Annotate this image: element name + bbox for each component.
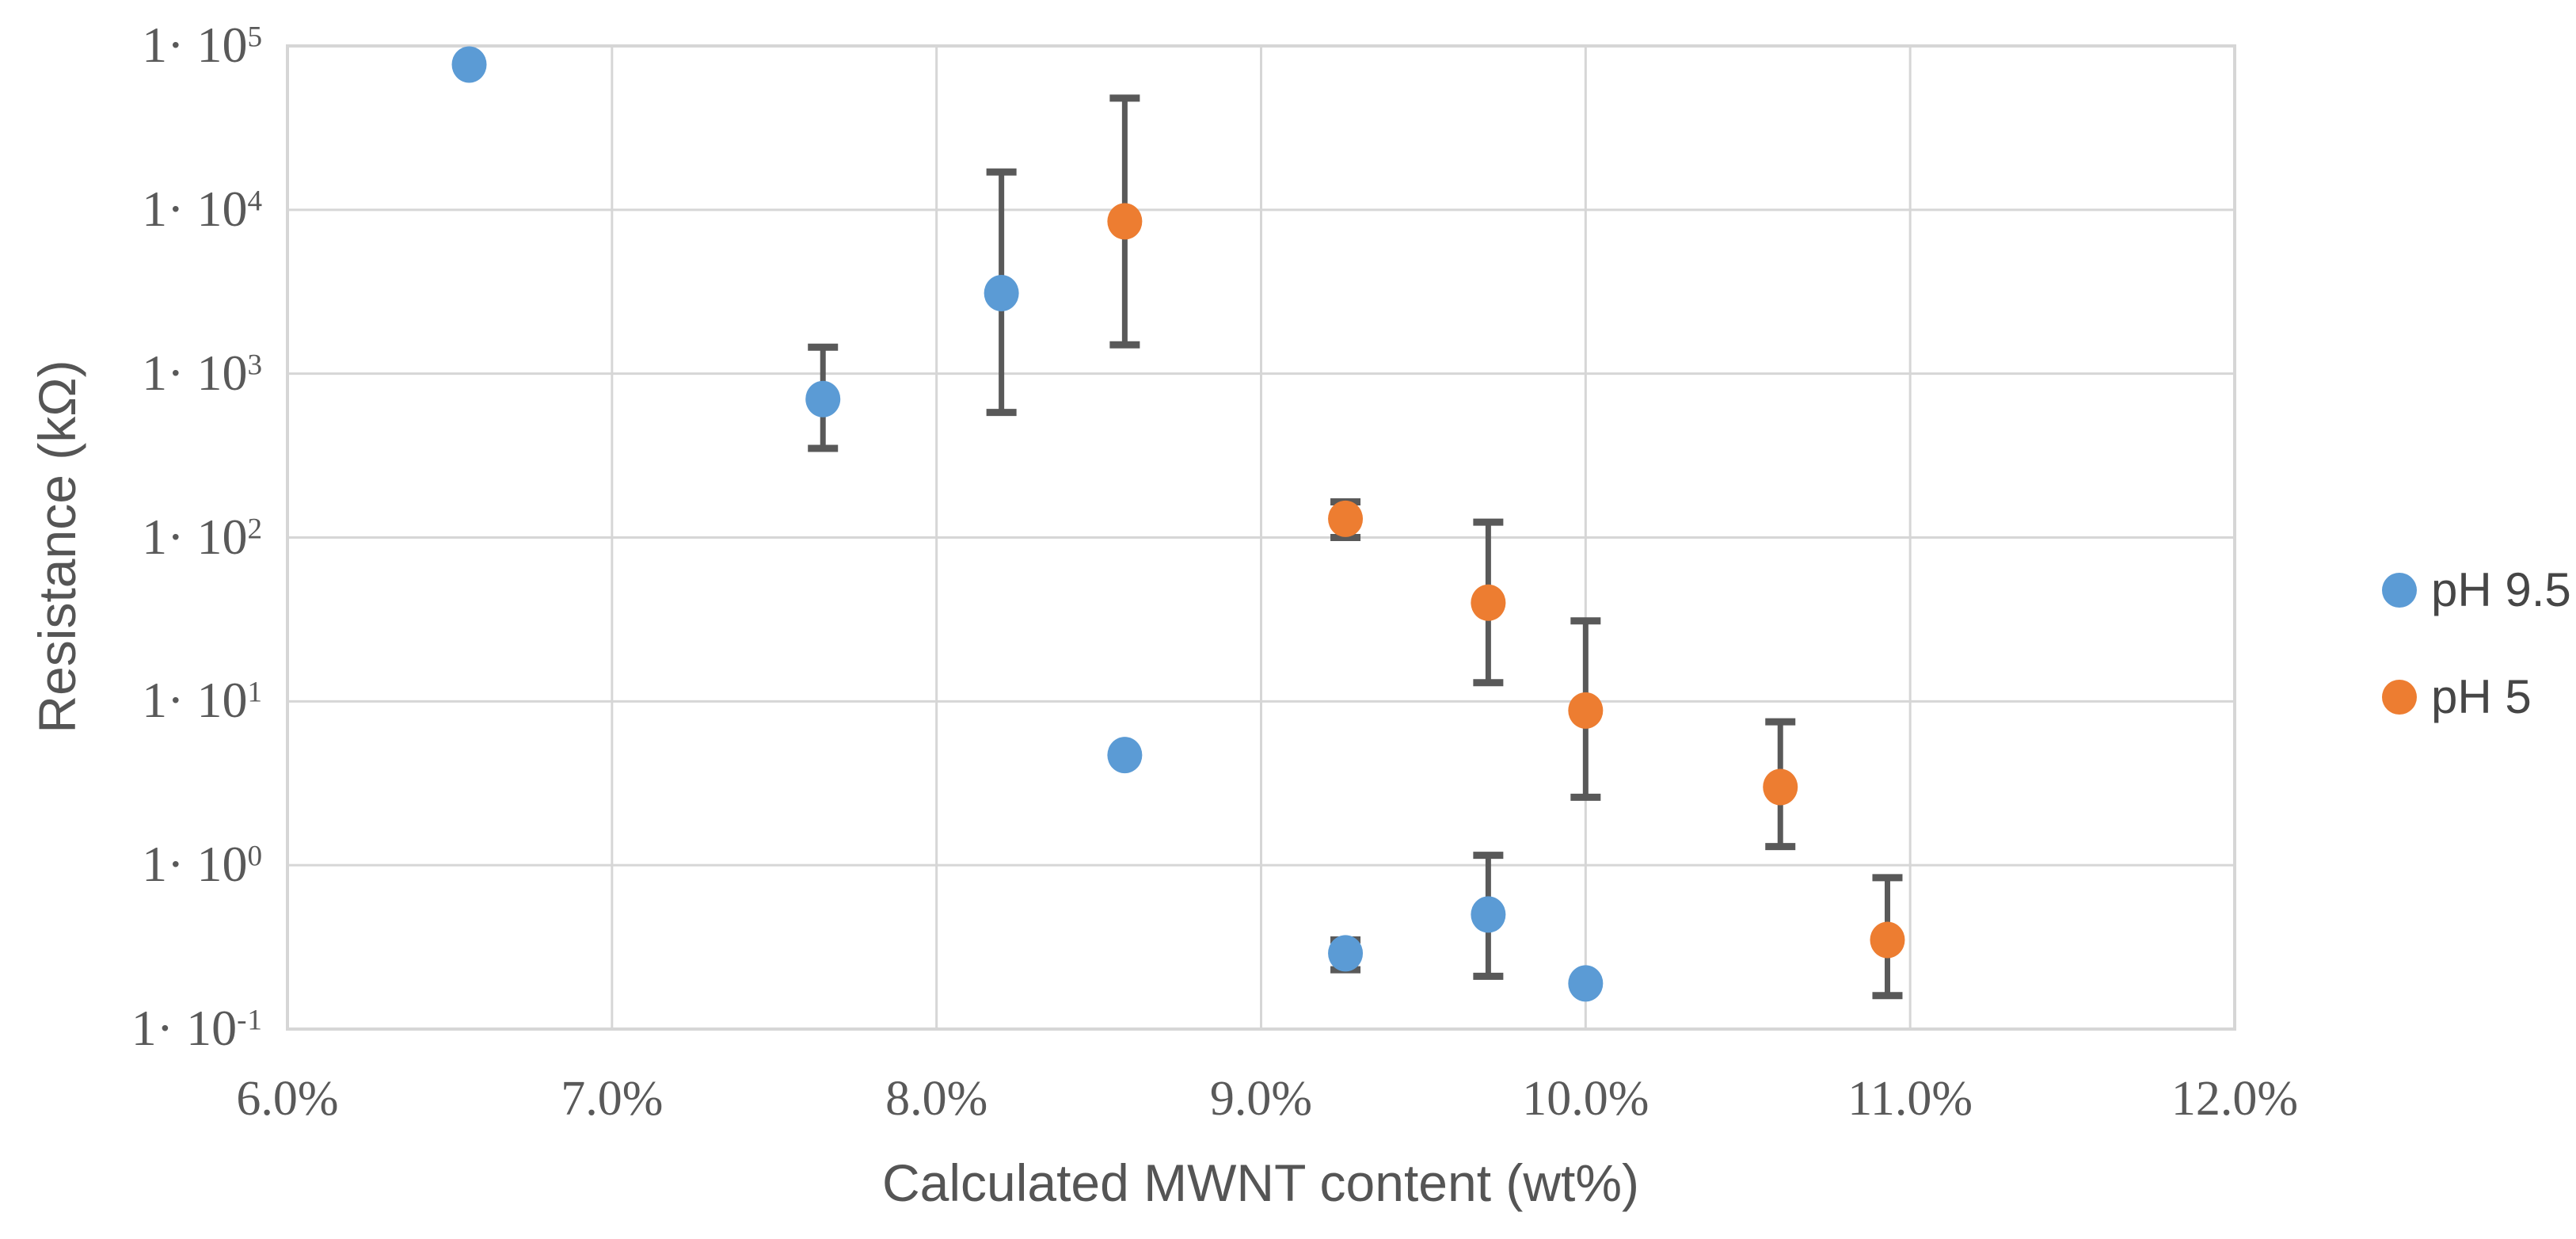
data-point-ph-5[interactable] [1763,768,1798,806]
y-tick-label: 1· 101 [142,672,263,729]
data-point-ph-5[interactable] [1328,500,1364,537]
data-point-ph-9.5[interactable] [1328,935,1364,972]
x-axis-title: Calculated MWNT content (wt%) [881,1153,1640,1212]
y-tick-label: 1· 100 [142,836,263,893]
data-point-ph-5[interactable] [1107,203,1143,240]
x-tick-label: 10.0% [1522,1072,1649,1126]
data-point-ph-9.5[interactable] [451,46,487,83]
legend-label-ph-9-5: pH 9.5 [2431,563,2571,616]
x-tick-label: 6.0% [236,1072,339,1126]
error-bars-ph-5 [1109,94,1903,1000]
error-bars-ph-9.5 [808,168,1504,980]
x-tick-label: 9.0% [1209,1072,1313,1126]
y-axis-title: Resistance (kΩ) [28,360,86,734]
data-point-ph-9.5[interactable] [805,380,841,417]
y-tick-label: 1· 103 [142,344,263,401]
legend-marker-ph-9-5-icon [2382,573,2417,608]
data-point-ph-5[interactable] [1471,584,1506,621]
data-point-ph-5[interactable] [1870,921,1905,959]
y-tick-label: 1· 105 [142,17,263,73]
data-point-ph-9.5[interactable] [984,275,1019,312]
series-ph-9.5 [451,46,1604,1002]
data-point-ph-9.5[interactable] [1471,896,1506,933]
y-tick-label: 1· 104 [142,180,263,237]
plot-border [286,44,2236,1031]
x-tick-label: 11.0% [1847,1072,1973,1126]
data-point-ph-9.5[interactable] [1107,737,1143,774]
y-tick-label: 1· 10-1 [131,1000,263,1056]
legend-item-ph-5[interactable]: pH 5 [2382,672,2532,722]
x-tick-label: 12.0% [2171,1072,2299,1126]
data-point-ph-9.5[interactable] [1568,965,1604,1002]
legend-item-ph-9-5[interactable]: pH 9.5 [2382,565,2571,616]
x-tick-label: 7.0% [561,1072,664,1126]
legend-label-ph-5: pH 5 [2431,670,2532,723]
y-tick-label: 1· 102 [142,508,263,565]
legend-marker-ph-5-icon [2382,680,2417,715]
data-point-ph-5[interactable] [1568,692,1604,729]
x-tick-label: 8.0% [885,1072,988,1126]
series-ph-5 [1107,203,1905,959]
gridlines [286,44,2236,1031]
